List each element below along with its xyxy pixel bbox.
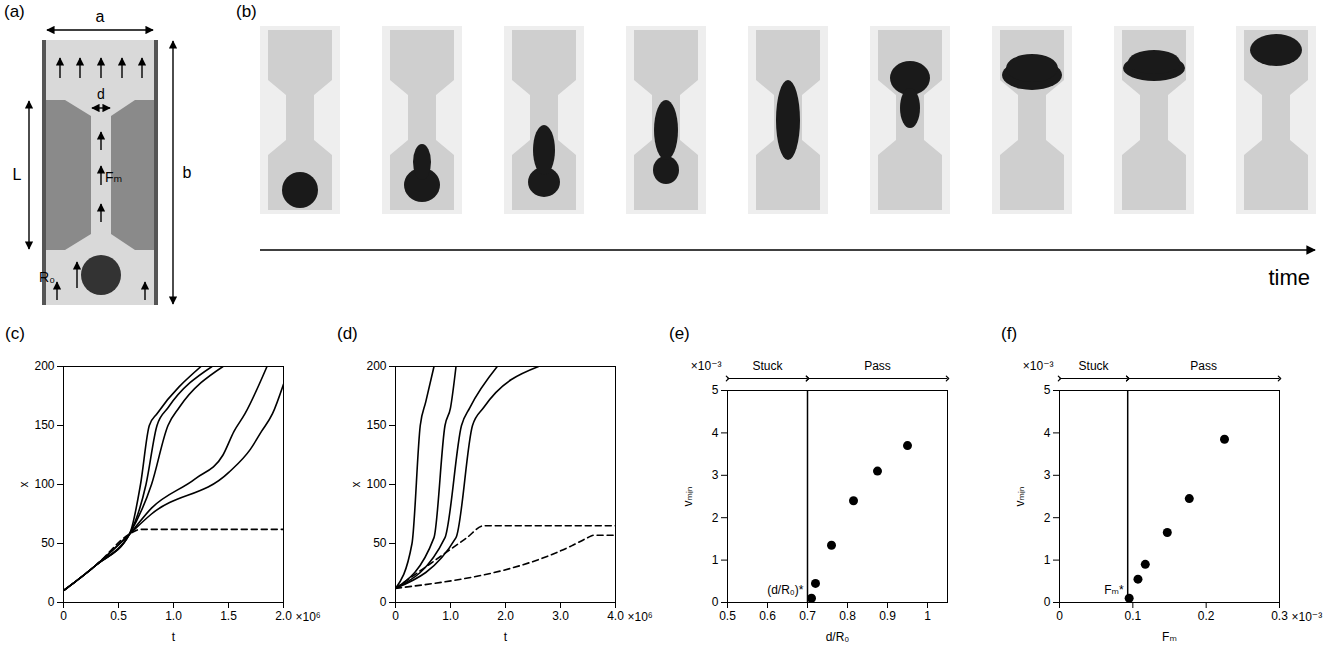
svg-text:t: t (504, 630, 508, 644)
svg-text:3: 3 (1044, 468, 1051, 482)
svg-text:time: time (1268, 265, 1310, 290)
svg-text:100: 100 (34, 477, 54, 491)
svg-text:2.0: 2.0 (497, 609, 514, 623)
svg-text:1.5: 1.5 (220, 609, 237, 623)
svg-text:0.2: 0.2 (1198, 609, 1215, 623)
svg-text:0.7: 0.7 (799, 609, 816, 623)
svg-text:b: b (183, 164, 192, 181)
svg-text:×10⁶: ×10⁶ (628, 610, 653, 624)
svg-text:0: 0 (1056, 609, 1063, 623)
svg-text:vₘᵢₙ: vₘᵢₙ (1013, 486, 1027, 506)
svg-text:Fₘ: Fₘ (1162, 630, 1177, 644)
svg-text:d/R₀: d/R₀ (826, 630, 850, 644)
svg-text:×10⁻³: ×10⁻³ (1292, 610, 1323, 624)
svg-text:Pass: Pass (864, 359, 891, 373)
svg-text:0: 0 (392, 609, 399, 623)
svg-text:2: 2 (712, 511, 719, 525)
svg-text:Stuck: Stuck (752, 359, 783, 373)
svg-text:0: 0 (1044, 595, 1051, 609)
svg-text:150: 150 (366, 418, 386, 432)
html-text:(b): (b) (236, 2, 257, 21)
svg-text:0.5: 0.5 (110, 609, 127, 623)
svg-text:50: 50 (41, 536, 55, 550)
svg-text:×10⁶: ×10⁶ (296, 610, 321, 624)
svg-text:0.8: 0.8 (839, 609, 856, 623)
svg-text:0.5: 0.5 (719, 609, 736, 623)
html-text:(a): (a) (4, 2, 25, 21)
svg-text:a: a (96, 8, 105, 25)
svg-text:×10⁻³: ×10⁻³ (691, 359, 722, 373)
svg-text:Fₘ*: Fₘ* (1104, 583, 1124, 597)
svg-text:3.0: 3.0 (552, 609, 569, 623)
svg-text:0: 0 (380, 595, 387, 609)
svg-text:x: x (17, 482, 31, 488)
html-text:(f): (f) (1001, 324, 1017, 343)
svg-text:100: 100 (366, 477, 386, 491)
svg-text:Stuck: Stuck (1079, 359, 1110, 373)
svg-text:5: 5 (712, 383, 719, 397)
svg-text:0: 0 (60, 609, 67, 623)
svg-text:0.1: 0.1 (1124, 609, 1141, 623)
svg-text:1: 1 (712, 553, 719, 567)
svg-text:1.0: 1.0 (165, 609, 182, 623)
svg-text:4.0: 4.0 (607, 609, 624, 623)
svg-text:(d/R₀)*: (d/R₀)* (767, 583, 804, 597)
svg-text:50: 50 (373, 536, 387, 550)
svg-text:t: t (172, 630, 176, 644)
svg-text:L: L (13, 166, 22, 183)
svg-text:Pass: Pass (1190, 359, 1217, 373)
svg-text:1.0: 1.0 (442, 609, 459, 623)
svg-text:4: 4 (1044, 426, 1051, 440)
svg-text:×10⁻³: ×10⁻³ (1023, 359, 1054, 373)
svg-text:0: 0 (712, 595, 719, 609)
svg-text:Fₘ: Fₘ (105, 169, 122, 185)
svg-text:vₘᵢₙ: vₘᵢₙ (681, 486, 695, 506)
svg-text:R₀: R₀ (39, 269, 55, 285)
svg-text:5: 5 (1044, 383, 1051, 397)
svg-text:2.0: 2.0 (275, 609, 292, 623)
html-text:(c): (c) (5, 324, 25, 343)
svg-text:d: d (97, 86, 105, 102)
svg-text:4: 4 (712, 426, 719, 440)
svg-text:x: x (349, 482, 363, 488)
svg-text:200: 200 (34, 359, 54, 373)
html-text:(e): (e) (669, 324, 690, 343)
svg-text:0.3: 0.3 (1271, 609, 1288, 623)
svg-text:3: 3 (712, 468, 719, 482)
svg-text:200: 200 (366, 359, 386, 373)
svg-text:1: 1 (1044, 553, 1051, 567)
svg-text:2: 2 (1044, 511, 1051, 525)
svg-text:0.6: 0.6 (759, 609, 776, 623)
svg-text:0.9: 0.9 (879, 609, 896, 623)
html-text:(d): (d) (337, 324, 358, 343)
svg-text:0: 0 (48, 595, 55, 609)
svg-text:1: 1 (924, 609, 931, 623)
svg-text:150: 150 (34, 418, 54, 432)
